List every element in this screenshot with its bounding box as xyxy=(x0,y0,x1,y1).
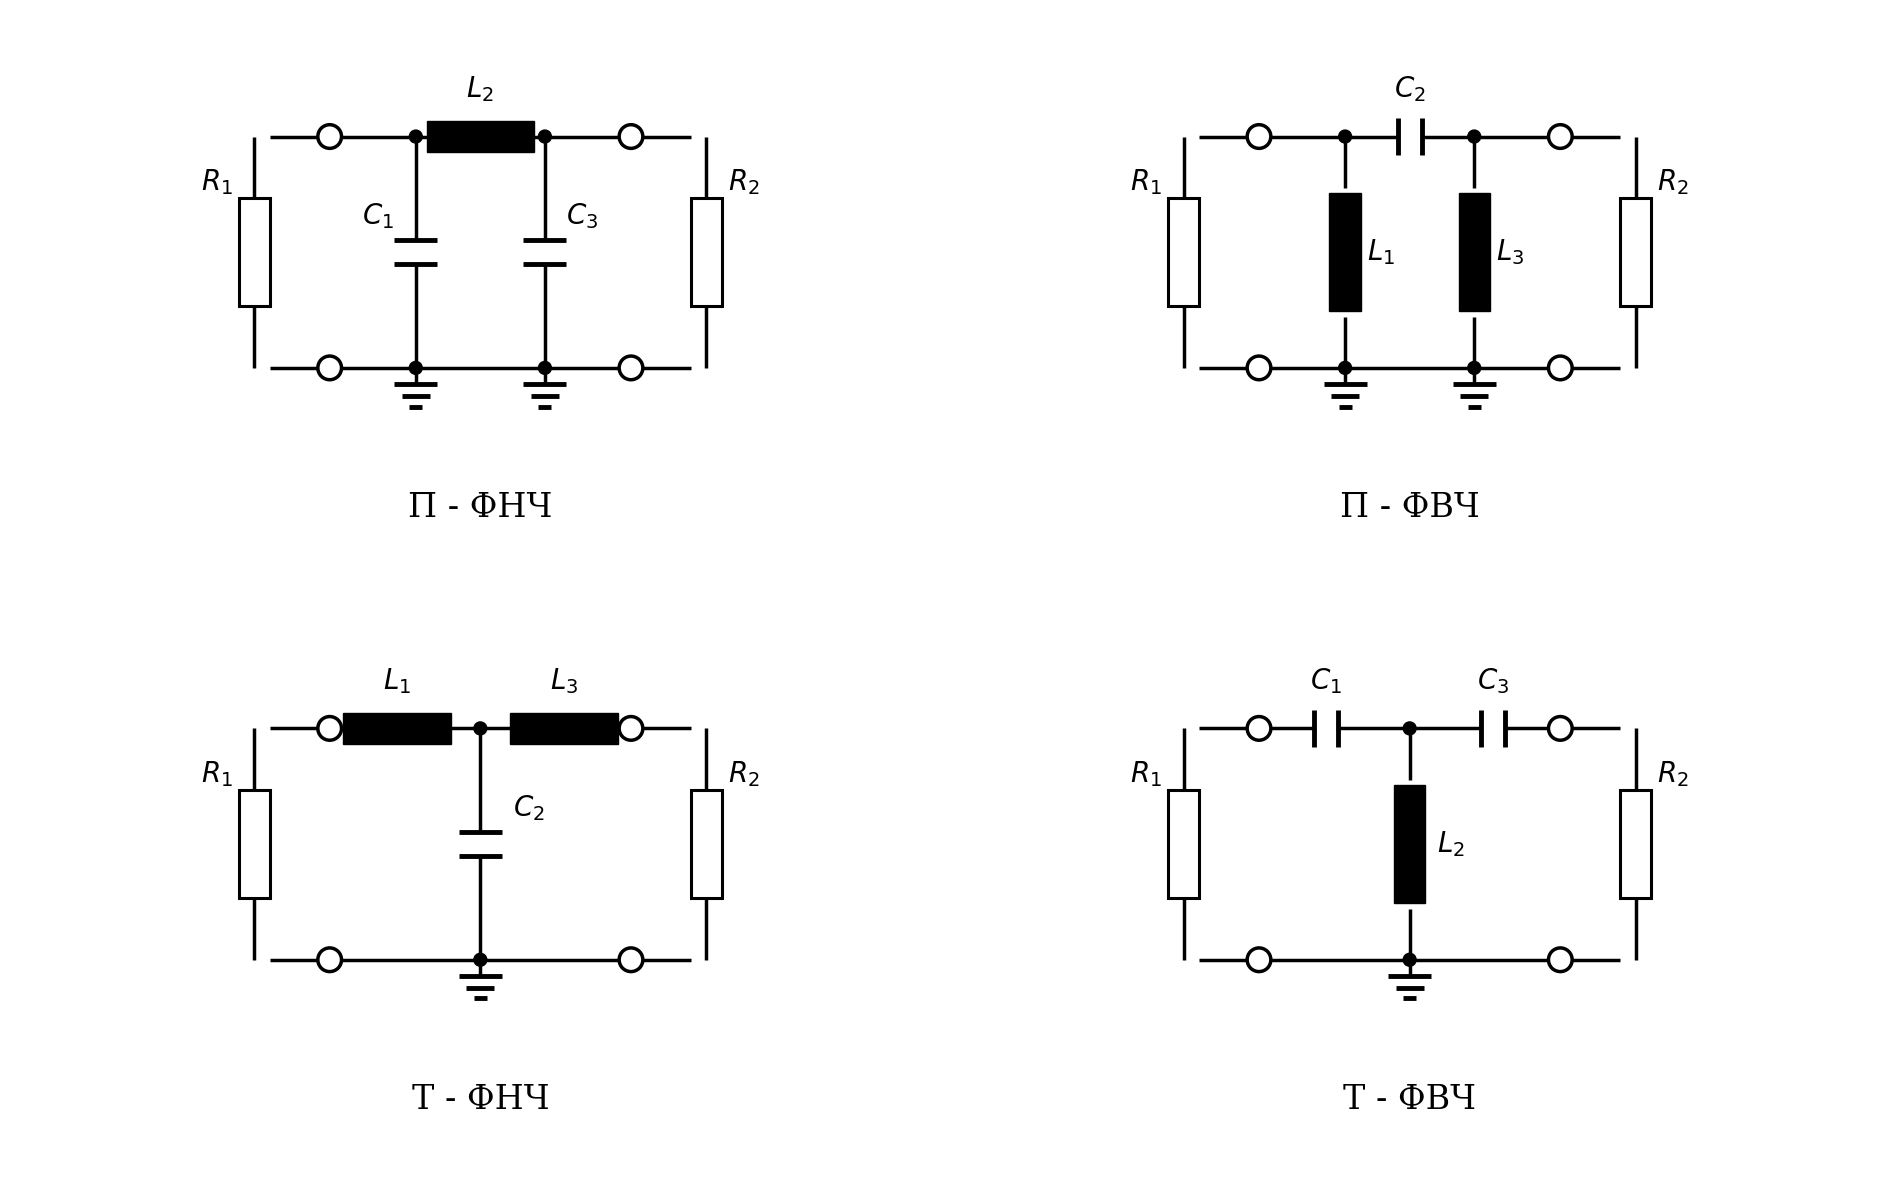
Circle shape xyxy=(1402,953,1415,966)
Circle shape xyxy=(410,361,421,374)
Text: $R_1$: $R_1$ xyxy=(200,167,232,198)
Bar xyxy=(689,199,722,306)
Circle shape xyxy=(1468,131,1479,142)
Bar xyxy=(238,199,270,306)
Circle shape xyxy=(1247,357,1269,380)
Circle shape xyxy=(1468,361,1479,374)
Bar xyxy=(1328,193,1360,312)
Circle shape xyxy=(620,125,642,148)
Text: $R_2$: $R_2$ xyxy=(1657,759,1689,789)
Circle shape xyxy=(620,357,642,380)
Circle shape xyxy=(474,953,487,966)
Circle shape xyxy=(620,717,642,740)
Bar xyxy=(689,790,722,898)
Text: $C_2$: $C_2$ xyxy=(1392,74,1424,105)
Text: $R_1$: $R_1$ xyxy=(1130,759,1162,789)
Text: П - ФНЧ: П - ФНЧ xyxy=(408,492,552,524)
Text: П - ФВЧ: П - ФВЧ xyxy=(1339,492,1479,524)
Circle shape xyxy=(1337,361,1351,374)
Circle shape xyxy=(1547,357,1572,380)
Circle shape xyxy=(538,131,552,142)
Text: $C_3$: $C_3$ xyxy=(567,201,599,231)
Circle shape xyxy=(620,947,642,971)
Text: $L_1$: $L_1$ xyxy=(1366,238,1394,267)
Circle shape xyxy=(410,131,421,142)
Circle shape xyxy=(317,357,342,380)
Circle shape xyxy=(317,717,342,740)
Circle shape xyxy=(474,722,487,734)
Circle shape xyxy=(1547,717,1572,740)
Bar xyxy=(427,121,535,152)
Text: $L_2$: $L_2$ xyxy=(467,74,495,105)
Text: $R_1$: $R_1$ xyxy=(1130,167,1162,198)
Text: $C_3$: $C_3$ xyxy=(1475,666,1509,696)
Bar xyxy=(344,713,450,744)
Circle shape xyxy=(1247,947,1269,971)
Text: Т - ФНЧ: Т - ФНЧ xyxy=(412,1084,550,1116)
Text: $C_2$: $C_2$ xyxy=(512,793,544,823)
Circle shape xyxy=(1402,722,1415,734)
Circle shape xyxy=(1247,125,1269,148)
Circle shape xyxy=(1547,947,1572,971)
Text: $L_1$: $L_1$ xyxy=(383,666,410,696)
Text: $R_2$: $R_2$ xyxy=(727,759,759,789)
Circle shape xyxy=(1247,717,1269,740)
Bar xyxy=(1167,199,1200,306)
Circle shape xyxy=(317,947,342,971)
Text: $L_3$: $L_3$ xyxy=(550,666,578,696)
Bar xyxy=(510,713,618,744)
Text: $R_2$: $R_2$ xyxy=(727,167,759,198)
Text: $R_2$: $R_2$ xyxy=(1657,167,1689,198)
Bar xyxy=(238,790,270,898)
Text: Т - ФВЧ: Т - ФВЧ xyxy=(1343,1084,1475,1116)
Bar xyxy=(1619,199,1651,306)
Bar xyxy=(1458,193,1489,312)
Text: $C_1$: $C_1$ xyxy=(1309,666,1341,696)
Text: $L_3$: $L_3$ xyxy=(1494,238,1523,267)
Circle shape xyxy=(1337,131,1351,142)
Text: $L_2$: $L_2$ xyxy=(1436,829,1464,859)
Text: $R_1$: $R_1$ xyxy=(200,759,232,789)
Circle shape xyxy=(317,125,342,148)
Bar xyxy=(1619,790,1651,898)
Circle shape xyxy=(1547,125,1572,148)
Circle shape xyxy=(538,361,552,374)
Bar xyxy=(1394,785,1424,903)
Bar xyxy=(1167,790,1200,898)
Text: $C_1$: $C_1$ xyxy=(363,201,395,231)
